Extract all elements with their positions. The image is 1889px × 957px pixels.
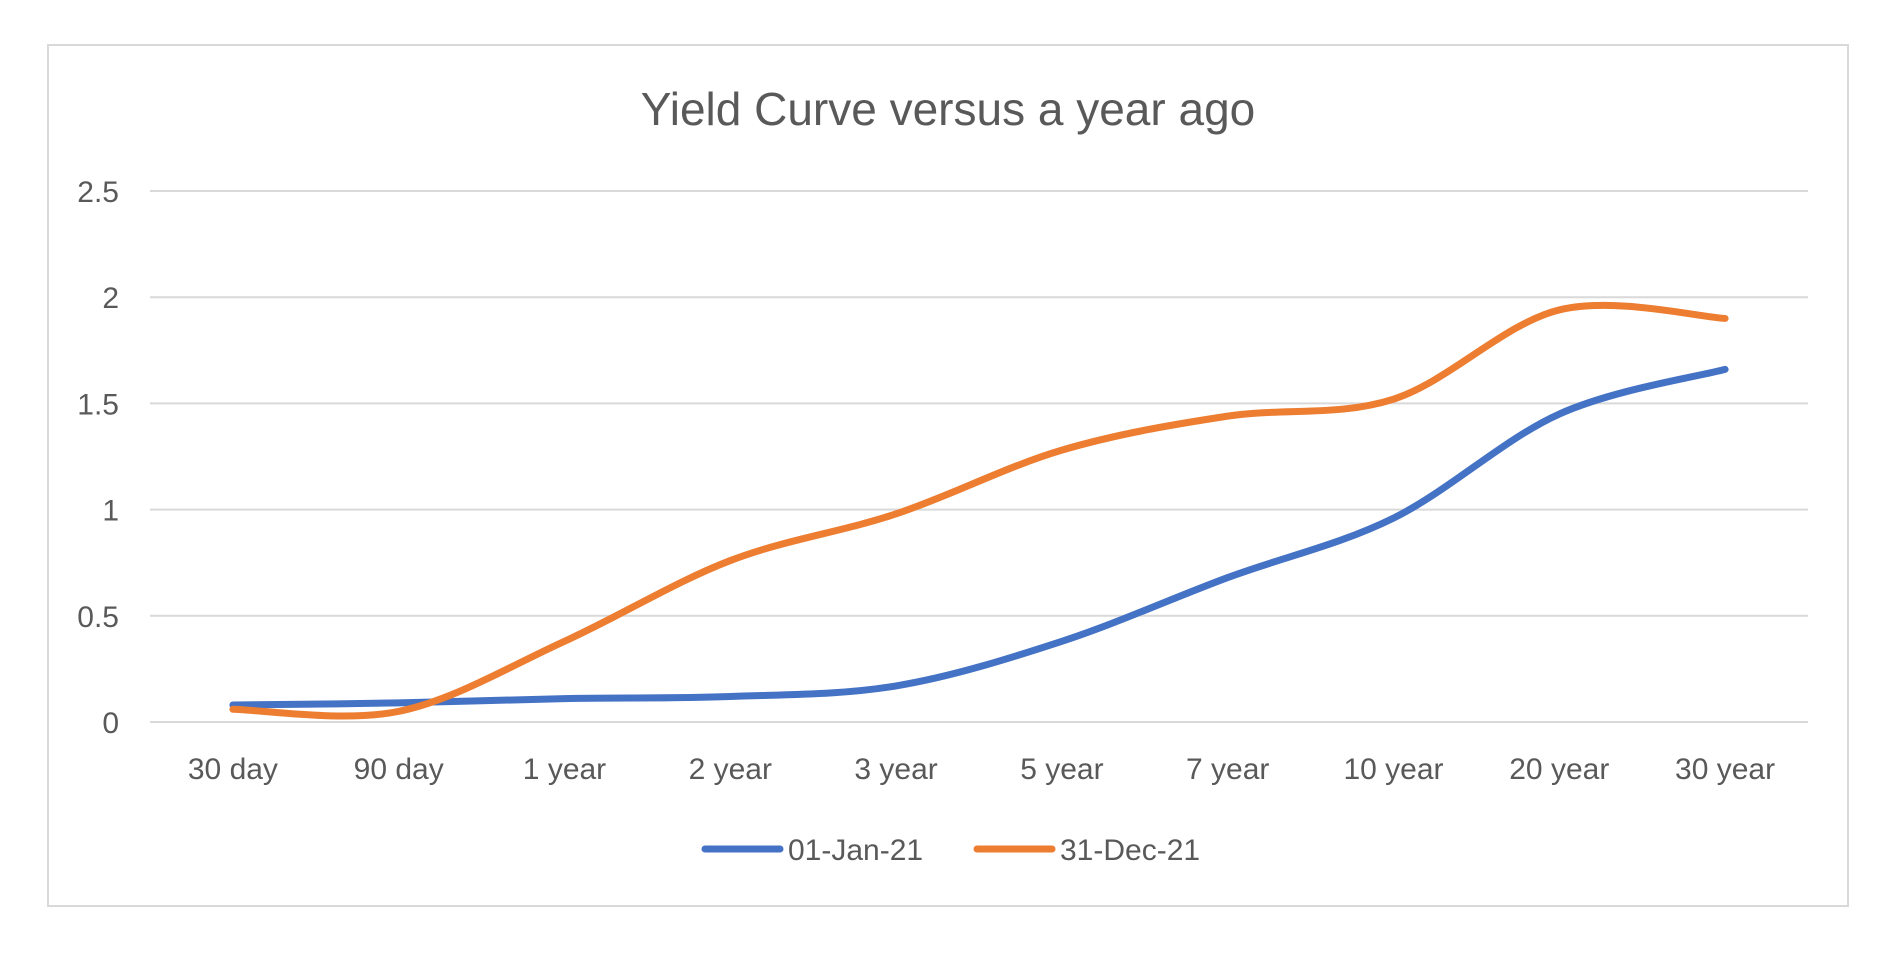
x-tick-label: 3 year <box>854 753 937 786</box>
chart-frame <box>47 44 1849 907</box>
gridlines <box>150 190 1808 723</box>
x-tick-label: 20 year <box>1509 753 1609 786</box>
y-tick-label: 1.5 <box>77 388 119 421</box>
legend: 01-Jan-21 31-Dec-21 <box>701 834 1200 867</box>
y-tick-label: 2 <box>102 282 119 315</box>
series-line-2 <box>229 301 1729 720</box>
y-tick-label: 2.5 <box>77 176 119 209</box>
x-tick-label: 7 year <box>1186 753 1269 786</box>
x-tick-label: 5 year <box>1020 753 1103 786</box>
series-lines <box>229 301 1729 720</box>
y-tick-label: 0 <box>102 707 119 740</box>
x-tick-label: 30 year <box>1675 753 1775 786</box>
legend-label: 01-Jan-21 <box>788 834 923 867</box>
x-tick-label: 30 day <box>188 753 278 786</box>
x-tick-label: 1 year <box>523 753 606 786</box>
x-axis-tick-labels: 30 day 90 day 1 year 2 year 3 year 5 year 7 ye… <box>188 753 1775 786</box>
x-tick-label: 2 year <box>689 753 772 786</box>
y-axis-tick-labels: 0 0.5 1 1.5 2 2.5 <box>77 176 119 740</box>
chart-title: Yield Curve versus a year ago <box>641 83 1256 135</box>
legend-label: 31-Dec-21 <box>1060 834 1200 867</box>
x-tick-label: 10 year <box>1343 753 1443 786</box>
x-tick-label: 90 day <box>354 753 444 786</box>
y-tick-label: 1 <box>102 495 119 528</box>
y-tick-label: 0.5 <box>77 601 119 634</box>
series-line-1 <box>229 365 1729 709</box>
